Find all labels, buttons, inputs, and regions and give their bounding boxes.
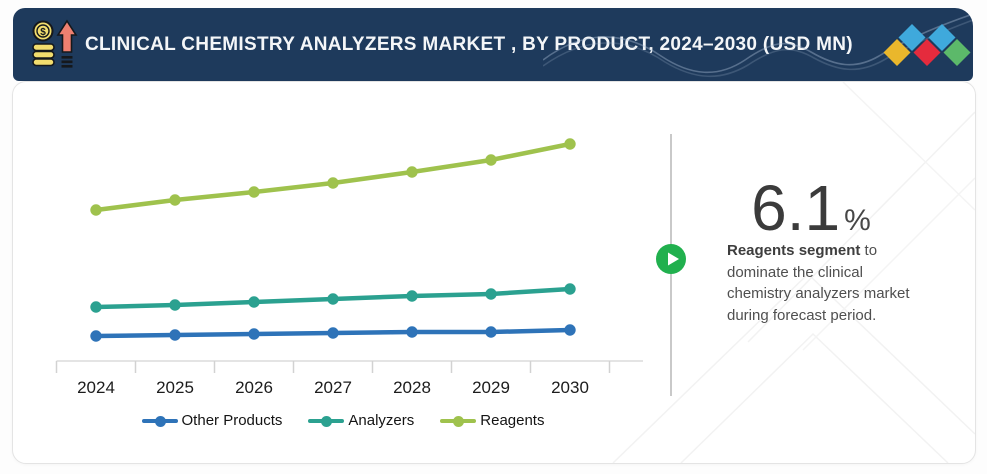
chart-legend: Other Products Analyzers Reagents xyxy=(13,412,673,429)
data-point xyxy=(248,328,260,340)
legend-item: Analyzers xyxy=(308,412,414,429)
data-point xyxy=(90,301,102,313)
callout-text-bold: Reagents segment xyxy=(727,242,861,259)
data-point xyxy=(406,166,418,178)
legend-item: Reagents xyxy=(440,412,544,429)
x-axis-label: 2027 xyxy=(314,378,352,397)
data-point xyxy=(564,283,576,295)
data-point xyxy=(406,290,418,302)
play-icon xyxy=(656,244,686,274)
data-point xyxy=(485,326,497,338)
legend-item: Other Products xyxy=(141,412,283,429)
content-card: 2024 2025 2026 2027 2028 2029 2030 Other… xyxy=(12,81,976,464)
x-axis-label: 2025 xyxy=(156,378,194,397)
callout-text-rest: to dominate the clinical chemistry analy… xyxy=(727,242,910,324)
legend-label: Analyzers xyxy=(348,412,415,429)
x-axis-label: 2030 xyxy=(551,378,589,397)
money-growth-icon: $ xyxy=(32,19,78,68)
legend-label: Reagents xyxy=(480,412,545,429)
data-point xyxy=(564,138,576,150)
line-chart: 2024 2025 2026 2027 2028 2029 2030 xyxy=(55,138,643,397)
watermark-pattern xyxy=(612,82,975,463)
svg-text:$: $ xyxy=(40,27,46,38)
x-axis-label: 2028 xyxy=(393,378,431,397)
percent-sign: % xyxy=(844,204,871,237)
data-point xyxy=(485,154,497,166)
series-line xyxy=(93,141,573,213)
cagr-number: 6.1 xyxy=(751,172,841,244)
page-title: CLINICAL CHEMISTRY ANALYZERS MARKET , BY… xyxy=(85,33,853,55)
callout-text: Reagents segment to dominate the clinica… xyxy=(727,240,931,326)
x-axis-label: 2024 xyxy=(77,378,115,397)
data-point xyxy=(169,299,181,311)
legend-marker-icon xyxy=(308,415,345,427)
header-bar: $ CLINICAL CHEMISTRY ANALYZERS MARKET , … xyxy=(13,8,973,81)
data-point xyxy=(327,327,339,339)
data-point xyxy=(485,288,497,300)
data-point xyxy=(248,296,260,308)
data-point xyxy=(169,194,181,206)
data-point xyxy=(327,177,339,189)
data-point xyxy=(327,293,339,305)
data-point xyxy=(90,330,102,342)
data-point xyxy=(406,326,418,338)
x-axis-label: 2029 xyxy=(472,378,510,397)
diamonds-logo xyxy=(883,24,971,66)
data-point xyxy=(564,324,576,336)
data-point xyxy=(248,186,260,198)
legend-marker-icon xyxy=(440,415,477,427)
data-point xyxy=(90,204,102,216)
data-point xyxy=(169,329,181,341)
cagr-value: 6.1% xyxy=(701,176,921,253)
x-axis-label: 2026 xyxy=(235,378,273,397)
legend-marker-icon xyxy=(141,415,178,427)
legend-label: Other Products xyxy=(181,412,283,429)
